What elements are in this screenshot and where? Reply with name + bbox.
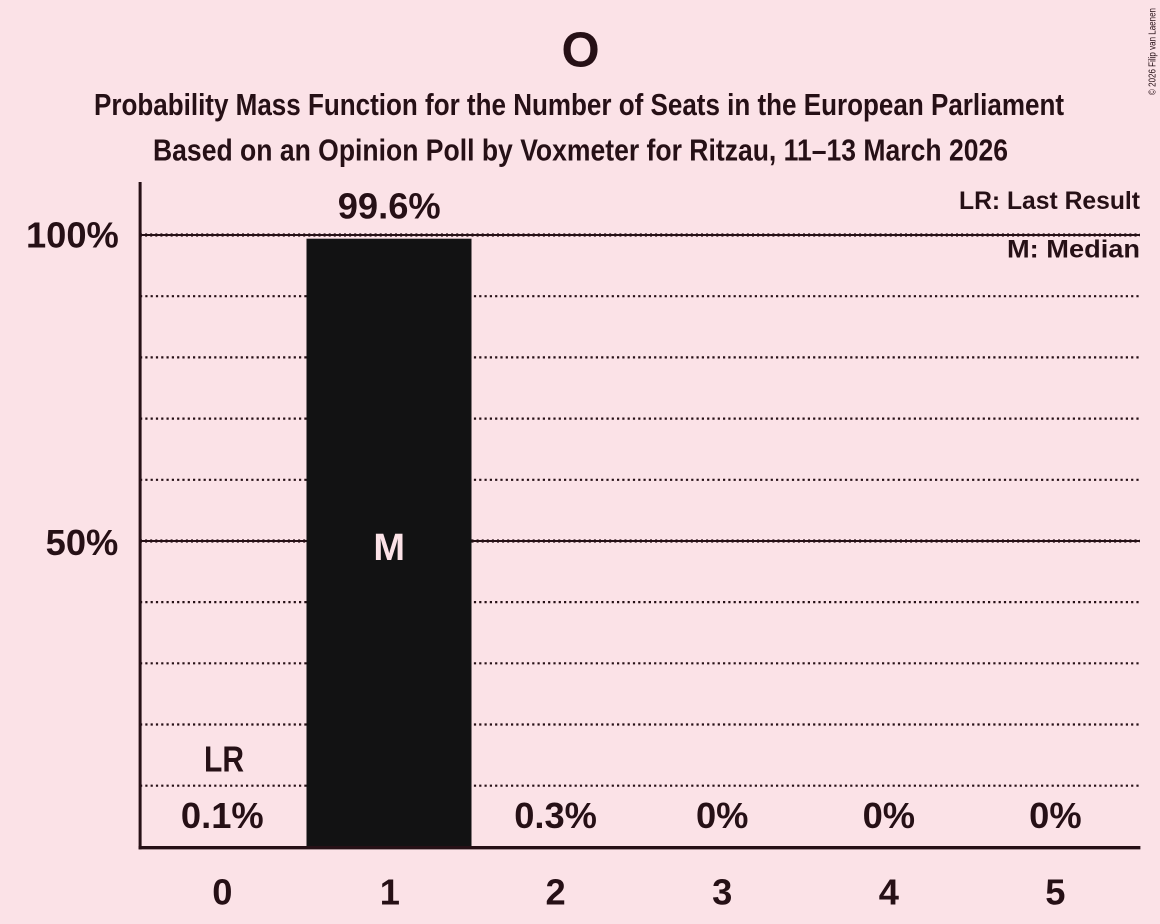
svg-text:100%: 100%: [26, 215, 119, 256]
svg-text:1: 1: [380, 871, 400, 912]
svg-text:LR: Last Result: LR: Last Result: [959, 187, 1141, 215]
svg-text:0%: 0%: [696, 795, 748, 836]
svg-text:O: O: [561, 23, 599, 77]
svg-text:0%: 0%: [863, 795, 915, 836]
svg-text:© 2026 Filip van Laenen: © 2026 Filip van Laenen: [1148, 8, 1159, 95]
svg-text:0.3%: 0.3%: [514, 795, 597, 836]
svg-text:99.6%: 99.6%: [338, 185, 441, 226]
svg-text:Probability Mass Function for: Probability Mass Function for the Number…: [94, 87, 1064, 122]
svg-text:0.1%: 0.1%: [181, 795, 264, 836]
svg-text:5: 5: [1045, 871, 1065, 912]
svg-text:3: 3: [712, 871, 732, 912]
svg-text:Based on an Opinion Poll by Vo: Based on an Opinion Poll by Voxmeter for…: [153, 132, 1008, 167]
svg-text:4: 4: [879, 871, 899, 912]
svg-text:0: 0: [212, 871, 232, 912]
svg-text:M: Median: M: Median: [1007, 235, 1140, 263]
svg-text:M: M: [373, 527, 405, 569]
svg-text:LR: LR: [204, 738, 244, 779]
svg-text:50%: 50%: [46, 522, 119, 563]
svg-text:2: 2: [546, 871, 566, 912]
svg-text:0%: 0%: [1029, 795, 1081, 836]
